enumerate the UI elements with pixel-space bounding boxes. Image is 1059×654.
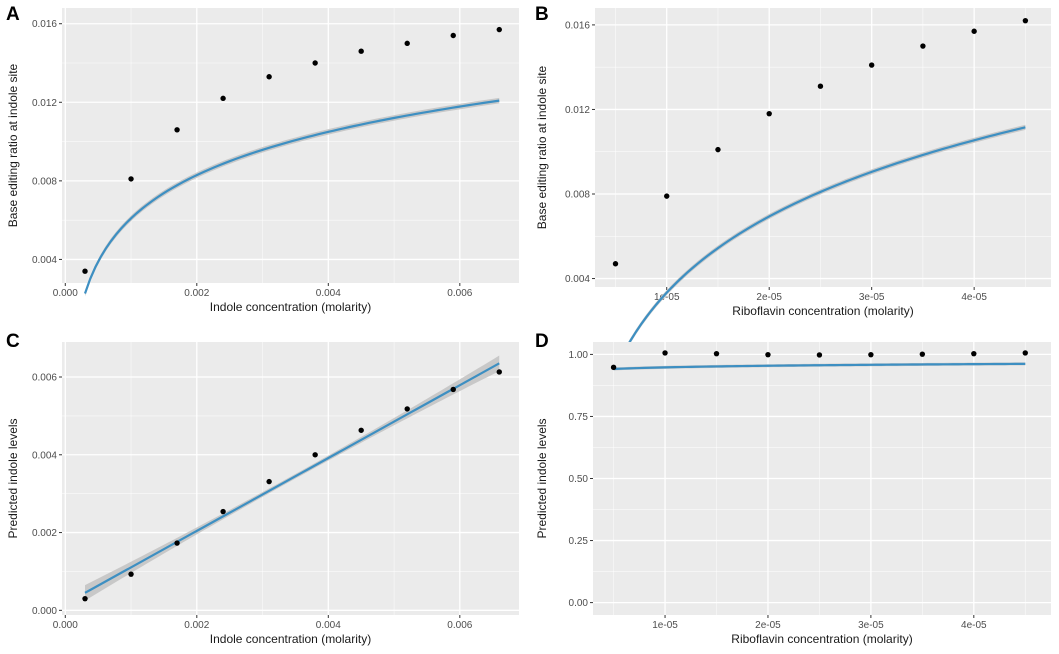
data-point [664,193,670,199]
x-tick-label: 3e-05 [858,620,884,631]
y-tick-label: 0.004 [565,274,590,285]
data-point [220,95,226,102]
data-point [920,43,926,49]
x-tick-label: 0.000 [53,288,78,299]
y-tick-label: 0.00 [569,598,589,609]
data-point [816,352,823,358]
data-point [496,26,502,33]
y-tick-label: 0.008 [565,190,590,201]
data-point [715,146,721,153]
y-tick-label: 0.016 [32,19,57,30]
panel-label-d: D [535,331,549,352]
data-point [220,508,226,515]
y-axis-title: Predicted indole levels [6,418,20,538]
y-axis-title: Base editing ratio at indole site [6,63,20,227]
panel-label-b: B [535,4,549,25]
x-axis-title: Riboflavin concentration (molarity) [731,632,912,646]
y-axis-title: Predicted indole levels [535,418,549,538]
panel-a: 0.000 0.002 0.004 0.006 0.004 0.008 0.012 0.016… [0,0,529,327]
data-point [404,40,410,47]
data-point [1022,17,1029,24]
data-point [312,452,318,458]
chart-c-svg: 0.000 0.002 0.004 0.006 0.000 0.002 0.004 0.006… [6,331,519,646]
data-point [868,62,875,68]
x-tick-label: 4e-05 [961,292,987,303]
data-point [1022,350,1028,356]
y-tick-label: 0.006 [32,373,57,384]
data-point [971,350,977,357]
data-point [713,350,720,357]
data-point [765,351,771,358]
data-point [174,127,180,133]
x-tick-label: 0.004 [316,620,341,631]
y-tick-label: 0.004 [32,450,57,461]
panel-label-c: C [6,331,20,352]
fitted-curve [83,99,500,294]
plot-background [62,8,519,283]
data-point [450,386,456,393]
data-point [358,48,364,54]
data-point [312,60,318,66]
y-tick-label: 0.012 [32,98,57,109]
x-tick-label: 4e-05 [961,620,987,631]
data-point [266,478,272,485]
y-tick-label: 0.25 [569,536,589,547]
x-tick-label: 3e-05 [859,292,885,303]
data-point [82,595,88,602]
x-tick-label: 2e-05 [755,620,781,631]
data-point [868,351,874,358]
fitted-curve [84,362,500,594]
y-tick-label: 0.000 [32,606,57,617]
data-point [612,261,619,267]
data-point [266,74,272,80]
data-point [404,406,410,412]
chart-a-svg: 0.000 0.002 0.004 0.006 0.004 0.008 0.012 0.016… [6,4,519,314]
data-point [174,540,180,546]
data-point [662,350,668,356]
x-tick-label: 0.004 [316,288,341,299]
chart-b-svg: 1e-05 2e-05 3e-05 4e-05 0.004 0.008 0.012 0.016… [535,4,1051,372]
data-point [610,364,617,371]
x-tick-label: 0.006 [447,620,472,631]
plot-background [595,8,1051,287]
x-tick-label: 0.000 [53,620,78,631]
data-point [450,32,456,39]
data-point [128,571,134,577]
x-tick-label: 1e-05 [652,620,678,631]
panel-c: 0.000 0.002 0.004 0.006 0.000 0.002 0.004 0.006… [0,327,529,654]
x-tick-label: 0.002 [184,620,209,631]
fitted-curve [614,126,1026,370]
x-axis-title: Indole concentration (molarity) [210,300,371,314]
chart-d-svg: 1e-05 2e-05 3e-05 4e-05 0.00 0.25 0.50 0.75 1.00… [535,331,1051,646]
panel-label-a: A [6,4,20,25]
data-point [82,268,88,274]
y-tick-label: 0.004 [32,255,57,266]
x-tick-label: 2e-05 [756,292,782,303]
data-point [766,110,772,117]
x-axis-title: Indole concentration (molarity) [210,632,371,646]
x-tick-label: 1e-05 [654,292,680,303]
data-point [817,83,824,89]
fitted-curve [613,362,1026,371]
y-tick-label: 1.00 [569,350,589,361]
x-tick-label: 0.002 [184,288,209,299]
data-point [358,427,364,433]
data-point [919,351,926,357]
panel-b: 1e-05 2e-05 3e-05 4e-05 0.004 0.008 0.012 0.016… [529,0,1059,372]
data-point [496,369,502,375]
y-tick-label: 0.012 [565,105,590,116]
panel-d: 1e-05 2e-05 3e-05 4e-05 0.00 0.25 0.50 0.75 1.00… [529,327,1059,654]
y-tick-label: 0.75 [569,412,589,423]
y-tick-label: 0.50 [569,474,589,485]
y-tick-label: 0.002 [32,528,57,539]
data-point [128,176,134,182]
data-point [971,28,977,34]
x-tick-label: 0.006 [447,288,472,299]
y-axis-title: Base editing ratio at indole site [535,65,549,229]
y-tick-label: 0.008 [32,176,57,187]
y-tick-label: 0.016 [565,20,590,31]
x-axis-title: Riboflavin concentration (molarity) [732,304,913,318]
